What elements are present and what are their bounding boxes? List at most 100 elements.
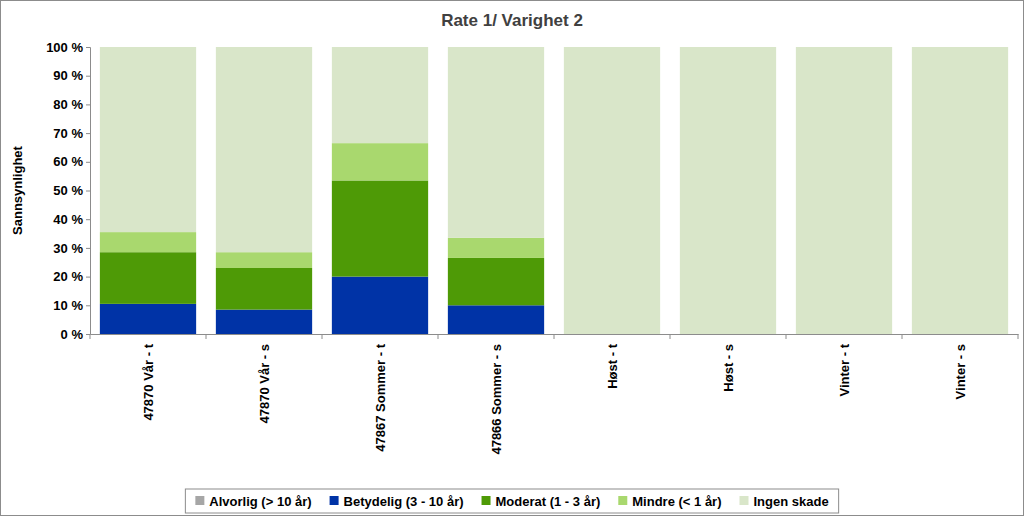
tick: 30 % [53, 241, 90, 256]
tick: 0 % [61, 327, 90, 342]
bar [332, 277, 428, 334]
bar [100, 252, 196, 304]
legend-item: Alvorlig (> 10 år) [195, 494, 311, 509]
tick-label: 70 % [53, 126, 83, 141]
tick-mark [206, 334, 207, 339]
bar [332, 47, 428, 143]
legend-label: Moderat (1 - 3 år) [496, 494, 601, 509]
plot-area [100, 47, 1008, 334]
tick: 50 % [53, 183, 90, 198]
tick-mark [902, 334, 903, 339]
legend-swatch [482, 496, 491, 505]
tick-mark [786, 334, 787, 339]
tick-mark [86, 305, 90, 306]
bar [680, 47, 776, 334]
tick-mark [554, 334, 555, 339]
tick-mark [86, 76, 90, 77]
legend-label: Ingen skade [754, 494, 829, 509]
legend-label: Betydelig (3 - 10 år) [344, 494, 464, 509]
legend-item: Betydelig (3 - 10 år) [330, 494, 464, 509]
frame [1, 1, 1024, 516]
tick-mark [86, 104, 90, 105]
tick: 20 % [53, 269, 90, 284]
legend-swatch [740, 496, 749, 505]
tick-label: 47866 Sommer - s [489, 344, 504, 455]
tick-mark [86, 191, 90, 192]
bar [100, 232, 196, 252]
tick-mark [438, 334, 439, 339]
tick: 90 % [53, 68, 90, 83]
legend-swatch [330, 496, 339, 505]
tick: 10 % [53, 298, 90, 313]
tick-mark [86, 334, 90, 335]
tick-mark [86, 47, 90, 48]
tick-mark [90, 334, 91, 339]
tick: 60 % [53, 154, 90, 169]
tick-mark [86, 133, 90, 134]
legend-item: Mindre (< 1 år) [618, 494, 721, 509]
tick-mark [86, 219, 90, 220]
tick-mark [670, 334, 671, 339]
tick-label: 50 % [53, 183, 83, 198]
tick-label: 47870 Vår - s [257, 344, 272, 424]
legend-item: Moderat (1 - 3 år) [482, 494, 601, 509]
tick-label: 10 % [53, 298, 83, 313]
tick: 70 % [53, 126, 90, 141]
bar [100, 304, 196, 334]
bar [216, 268, 312, 310]
bar [796, 47, 892, 334]
title: Rate 1/ Varighet 2 [441, 11, 583, 30]
tick-label: 47870 Vår - t [141, 343, 156, 420]
bar [912, 47, 1008, 334]
tick-mark [86, 277, 90, 278]
legend-label: Alvorlig (> 10 år) [209, 494, 311, 509]
chart: Rate 1/ Varighet 2 Sannsynlighet 0 % 10 % 20… [0, 0, 1024, 516]
tick: Høst - s [721, 334, 736, 392]
tick-label: 20 % [53, 269, 83, 284]
bar [448, 305, 544, 334]
bar [332, 180, 428, 276]
legend-swatch [618, 496, 627, 505]
tick: 47870 Vår - s [257, 334, 272, 424]
tick: 47870 Vår - t [141, 334, 156, 421]
tick-mark [322, 334, 323, 339]
legend-box [185, 489, 838, 513]
tick-label: 47867 Sommer - t [373, 343, 388, 451]
tick-label: 80 % [53, 97, 83, 112]
bar [332, 143, 428, 180]
tick: Vinter - s [953, 334, 968, 399]
tick: 40 % [53, 212, 90, 227]
series [100, 47, 1008, 334]
legend-item: Ingen skade [740, 494, 829, 509]
bar [216, 310, 312, 334]
y-axis-title: Sannsynlighet [10, 145, 25, 235]
tick-label: 40 % [53, 212, 83, 227]
tick: 47866 Sommer - s [489, 334, 504, 455]
bar [564, 47, 660, 334]
tick-label: 60 % [53, 154, 83, 169]
tick-label: Høst - s [721, 344, 736, 392]
tick-label: 0 % [61, 327, 84, 342]
tick-label: 30 % [53, 241, 83, 256]
tick: 100 % [46, 40, 90, 55]
legend-label: Mindre (< 1 år) [632, 494, 721, 509]
tick-label: 100 % [46, 40, 83, 55]
tick-label: Vinter - s [953, 344, 968, 399]
legend: Alvorlig (> 10 år) Betydelig (3 - 10 år) M… [185, 489, 838, 513]
x-axis: 47870 Vår - t 47870 Vår - s 47867 Sommer -… [91, 334, 1019, 455]
bar [448, 238, 544, 258]
legend-swatch [195, 496, 204, 505]
bar [448, 258, 544, 305]
tick: Vinter - t [837, 334, 852, 397]
bar [216, 47, 312, 252]
bar [216, 252, 312, 268]
category-separators [90, 334, 1018, 339]
tick-label: 90 % [53, 68, 83, 83]
tick: 47867 Sommer - t [373, 334, 388, 452]
tick-mark [86, 248, 90, 249]
tick-label: Høst - t [605, 343, 620, 388]
tick-mark [1018, 334, 1019, 339]
tick: 80 % [53, 97, 90, 112]
axis-line [86, 48, 91, 335]
tick-label: Vinter - t [837, 343, 852, 396]
